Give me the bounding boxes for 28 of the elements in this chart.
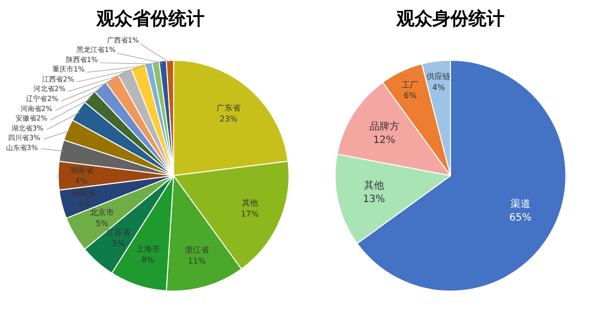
data-label: 4% xyxy=(74,176,88,186)
data-label: 17% xyxy=(240,210,260,219)
data-label: 11% xyxy=(188,256,206,266)
data-label: 13% xyxy=(362,194,386,205)
slice-label: 上海市 xyxy=(136,244,160,254)
slice-label: 工厂 xyxy=(402,80,418,90)
data-label: 12% xyxy=(373,134,396,146)
slice-label: 福建省 xyxy=(72,188,96,198)
data-label: 4% xyxy=(78,200,91,209)
slice-label: 品牌方 xyxy=(369,120,400,133)
data-label: 4% xyxy=(432,82,446,92)
data-label: 8% xyxy=(142,255,155,264)
slice-label: 渠道 xyxy=(510,198,530,210)
data-label: 6% xyxy=(404,91,417,100)
slice-label: 广东省 xyxy=(216,104,241,113)
slice-label: 湖南省 xyxy=(69,166,94,175)
data-label: 5% xyxy=(96,218,109,228)
data-label: 5% xyxy=(112,238,126,248)
slice-label: 其他 xyxy=(242,198,258,208)
slice-label: 浙江省 xyxy=(184,245,209,254)
slice-label: 北京市 xyxy=(90,208,114,218)
chart-title: 观众省份统计 xyxy=(96,8,204,30)
chart-title: 观众身份统计 xyxy=(396,8,504,30)
data-label: 23% xyxy=(220,114,238,124)
data-label: 65% xyxy=(509,212,532,224)
slice-label: 江苏省 xyxy=(106,228,131,238)
slice-label: 供应链 xyxy=(426,72,451,82)
slice-label: 其他 xyxy=(364,180,384,192)
